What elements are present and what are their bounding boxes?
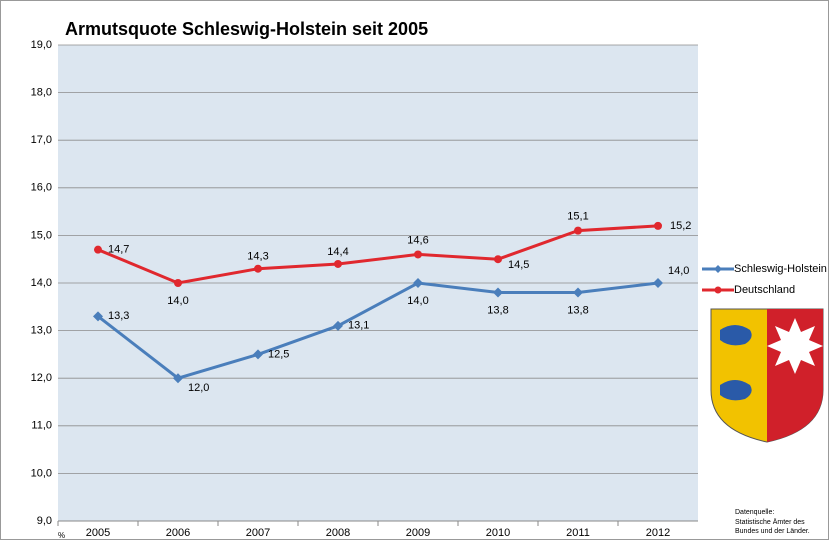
data-label: 14,4 [327,246,348,258]
marker [254,264,262,273]
marker [493,287,503,298]
data-label: 14,0 [407,295,428,307]
marker [334,259,342,268]
data-label: 14,7 [108,244,129,256]
data-label: 12,5 [268,348,289,360]
y-tick-label: 10,0 [31,467,52,479]
marker [413,278,423,288]
data-label: 12,0 [188,382,209,394]
data-label: 14,6 [407,234,428,246]
y-tick-label: 14,0 [31,277,52,289]
x-tick-label: 2005 [86,527,110,539]
y-tick-label: 13,0 [31,325,52,337]
marker [174,279,182,287]
y-tick-label: 16,0 [31,182,52,194]
data-label: 15,2 [670,220,691,232]
y-tick-label: 9,0 [37,515,52,527]
data-label: 14,3 [247,251,268,263]
legend-label: Deutschland [734,284,795,296]
data-label: 13,1 [348,320,369,332]
y-tick-label: 11,0 [31,420,52,432]
data-label: 14,5 [508,259,529,271]
marker [574,226,582,235]
y-tick-label: 17,0 [31,134,52,146]
y-tick-label: 15,0 [31,229,52,241]
data-label: 14,0 [668,265,689,277]
y-axis-label: % [58,531,65,540]
data-label: 14,0 [167,295,188,307]
source: Datenquelle: [735,509,774,516]
marker [253,349,263,360]
legend-label: Schleswig-Holstein [734,263,827,275]
source: Statistische Ämter des [735,518,805,526]
legend-marker [714,286,722,294]
x-tick-label: 2010 [486,527,510,539]
y-tick-label: 19,0 [31,39,52,51]
x-tick-label: 2009 [406,527,430,539]
data-label: 13,3 [108,310,129,322]
y-tick-label: 18,0 [31,87,52,99]
marker [654,221,662,230]
x-tick-label: 2011 [566,527,590,539]
x-tick-label: 2012 [646,527,670,539]
x-tick-label: 2008 [326,527,350,539]
data-label: 13,8 [567,304,588,316]
y-tick-label: 12,0 [31,372,52,384]
coat-of-arms [710,308,824,443]
series-line [97,224,659,285]
marker [94,245,102,254]
marker [573,287,583,298]
marker [494,255,502,264]
marker [173,373,183,384]
data-label: 15,1 [567,211,588,223]
data-label: 13,8 [487,304,508,316]
marker [414,250,422,259]
chart-title: Armutsquote Schleswig-Holstein seit 2005 [65,19,428,39]
source: Bundes und der Länder. [735,528,810,535]
legend-marker [714,265,722,273]
marker [93,311,103,322]
marker [333,320,343,331]
marker [653,278,663,288]
series-line [97,281,659,380]
x-tick-label: 2006 [166,527,190,539]
x-tick-label: 2007 [246,527,270,539]
